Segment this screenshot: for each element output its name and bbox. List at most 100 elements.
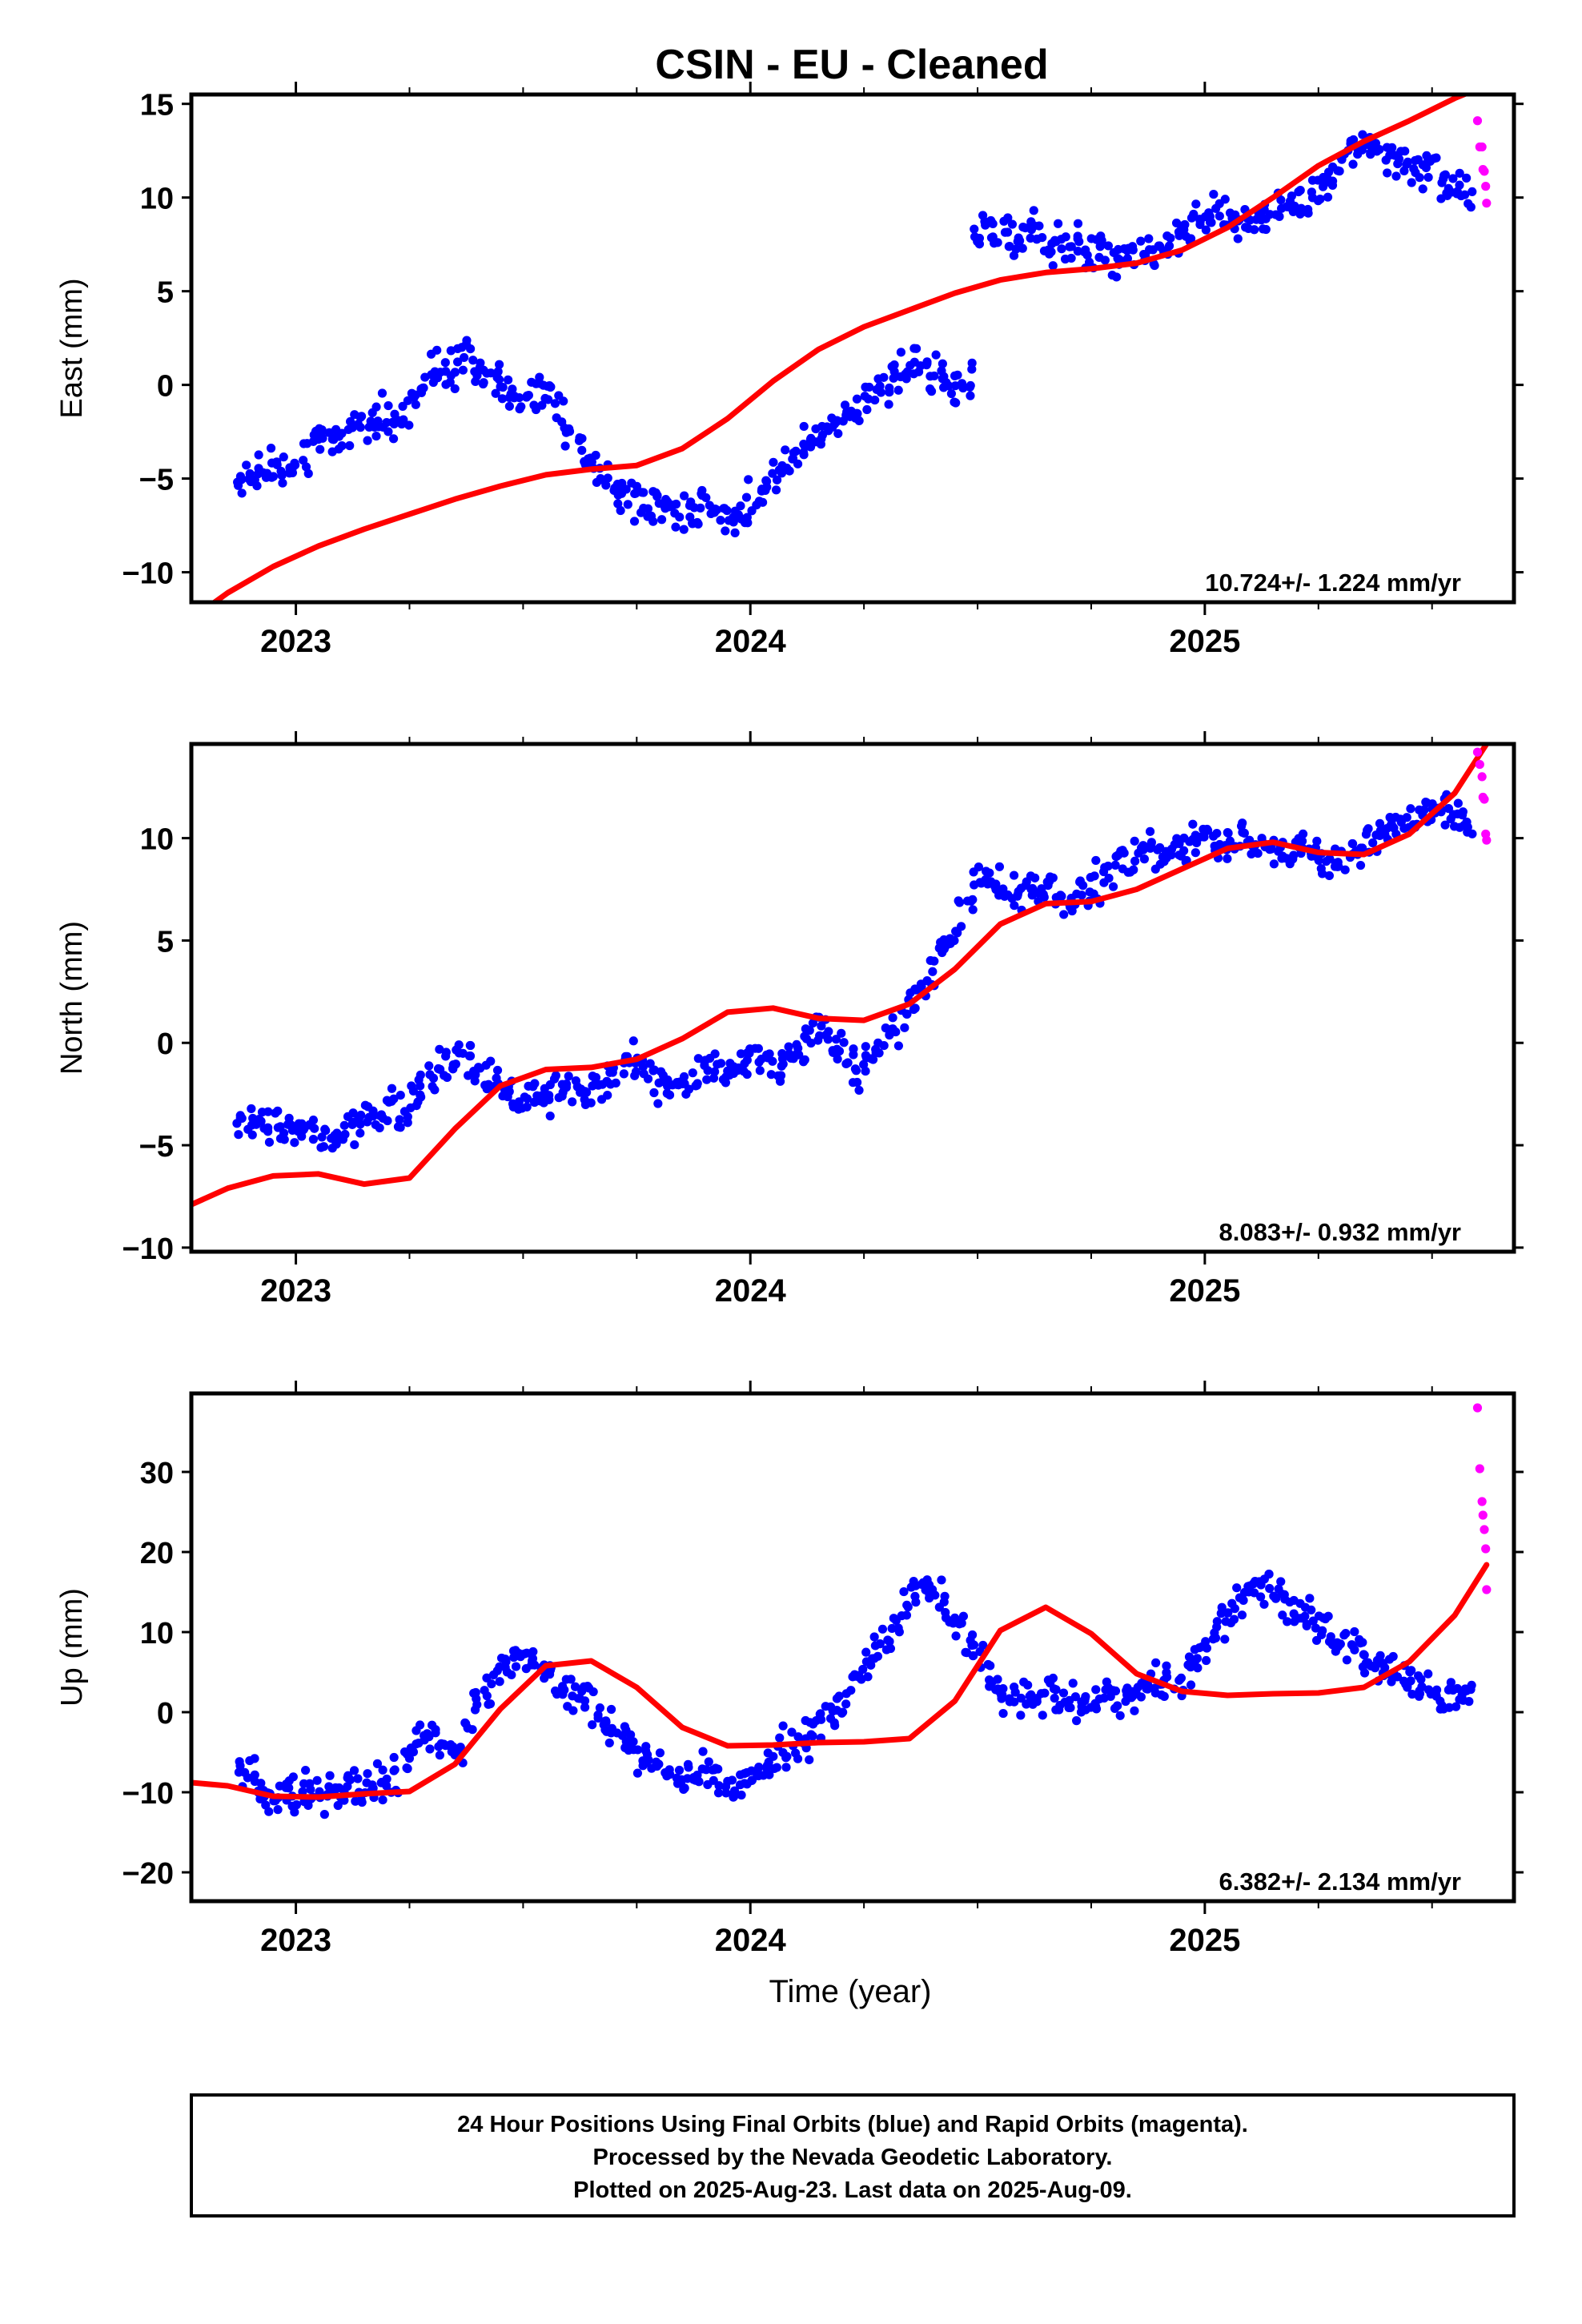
up-final-point <box>1005 1694 1014 1703</box>
east-final-point <box>852 394 862 404</box>
east-final-point <box>652 492 662 501</box>
east-final-point <box>1051 237 1061 247</box>
north-final-point <box>1091 855 1101 866</box>
up-final-point <box>1279 1590 1289 1599</box>
east-final-point <box>1073 231 1082 241</box>
north-model-curve <box>191 744 1490 1208</box>
north-final-point <box>428 1082 437 1092</box>
east-final-point <box>1468 187 1477 196</box>
east-final-point <box>1295 186 1305 195</box>
north-final-point <box>603 1090 612 1100</box>
east-final-point <box>363 436 372 445</box>
east-xtick-label: 2024 <box>715 624 787 659</box>
east-final-point <box>1048 261 1058 271</box>
up-final-point <box>998 1683 1008 1694</box>
up-final-point <box>595 1703 604 1713</box>
east-final-point <box>450 384 460 394</box>
east-final-point <box>1455 168 1464 178</box>
north-final-point <box>522 1094 532 1104</box>
up-final-point <box>250 1754 259 1763</box>
east-final-point <box>965 382 975 392</box>
up-final-point <box>1050 1693 1059 1703</box>
up-final-point <box>854 1672 864 1682</box>
east-final-point <box>390 409 400 419</box>
north-final-point <box>416 1070 425 1080</box>
east-final-point <box>411 400 420 409</box>
up-final-point <box>1162 1661 1171 1671</box>
north-final-point <box>700 1060 709 1071</box>
up-final-point <box>1452 1683 1463 1694</box>
north-final-point <box>684 1084 694 1094</box>
up-final-point <box>446 1742 456 1751</box>
up-final-point <box>325 1771 335 1780</box>
east-final-point <box>1103 241 1113 251</box>
up-final-point <box>714 1781 724 1791</box>
up-final-point <box>954 1619 964 1629</box>
north-final-point <box>305 1120 315 1130</box>
north-final-point <box>981 875 990 885</box>
east-final-point <box>460 352 469 363</box>
east-ytick-label: 15 <box>140 89 174 123</box>
east-final-point <box>591 450 600 460</box>
east-final-point <box>524 390 533 400</box>
east-final-point <box>1000 227 1010 237</box>
north-final-point <box>1161 846 1171 856</box>
up-final-point <box>899 1586 909 1597</box>
east-final-point <box>772 475 782 485</box>
north-final-point <box>1368 838 1378 848</box>
footer-line-3: Plotted on 2025-Aug-23. Last data on 202… <box>573 2177 1132 2203</box>
east-final-point <box>299 456 308 465</box>
east-final-point <box>544 395 553 404</box>
east-final-point <box>706 509 716 519</box>
east-final-point <box>299 439 309 448</box>
north-final-point <box>408 1086 418 1096</box>
north-final-point <box>839 1038 849 1047</box>
north-final-point <box>628 1036 638 1046</box>
east-final-point <box>409 392 419 402</box>
north-final-point <box>721 1078 731 1088</box>
up-final-point <box>305 1779 315 1788</box>
east-final-point <box>1003 213 1013 223</box>
up-final-point <box>894 1627 904 1637</box>
north-final-point <box>1463 822 1472 832</box>
up-final-point <box>1115 1711 1125 1720</box>
up-final-point <box>261 1800 271 1810</box>
east-final-point <box>345 440 355 451</box>
north-final-point <box>726 1063 736 1073</box>
east-final-point <box>768 468 777 478</box>
up-final-point <box>520 1649 529 1659</box>
east-final-point <box>1415 173 1424 183</box>
east-final-point <box>931 350 941 360</box>
east-final-point <box>752 501 761 510</box>
up-rapid-point <box>1482 1585 1492 1594</box>
north-final-point <box>321 1126 331 1136</box>
north-final-point <box>332 1128 342 1138</box>
north-rapid-point <box>1475 759 1484 770</box>
east-final-point <box>761 476 772 486</box>
east-final-point <box>1403 157 1412 167</box>
east-final-point <box>1418 184 1427 194</box>
up-final-point <box>406 1743 416 1753</box>
north-final-point <box>1059 910 1069 919</box>
north-final-point <box>910 1003 920 1013</box>
up-final-point <box>287 1801 297 1811</box>
up-final-point <box>1443 1685 1453 1695</box>
east-final-point <box>1323 167 1334 177</box>
up-final-point <box>1466 1685 1476 1695</box>
east-final-point <box>355 423 365 432</box>
east-final-point <box>840 400 850 410</box>
north-final-point <box>356 1110 366 1120</box>
north-final-point <box>1212 828 1222 838</box>
up-final-point <box>1071 1716 1082 1726</box>
figure-title: CSIN - EU - Cleaned <box>655 42 1048 88</box>
up-final-point <box>601 1717 611 1727</box>
east-final-point <box>1109 247 1118 258</box>
up-final-point <box>793 1754 803 1763</box>
up-final-point <box>528 1647 538 1657</box>
north-final-point <box>871 1047 881 1058</box>
east-final-point <box>470 367 480 376</box>
north-final-point <box>691 1081 701 1091</box>
north-final-point <box>234 1130 243 1140</box>
up-final-point <box>496 1653 507 1663</box>
up-final-point <box>1133 1683 1142 1692</box>
